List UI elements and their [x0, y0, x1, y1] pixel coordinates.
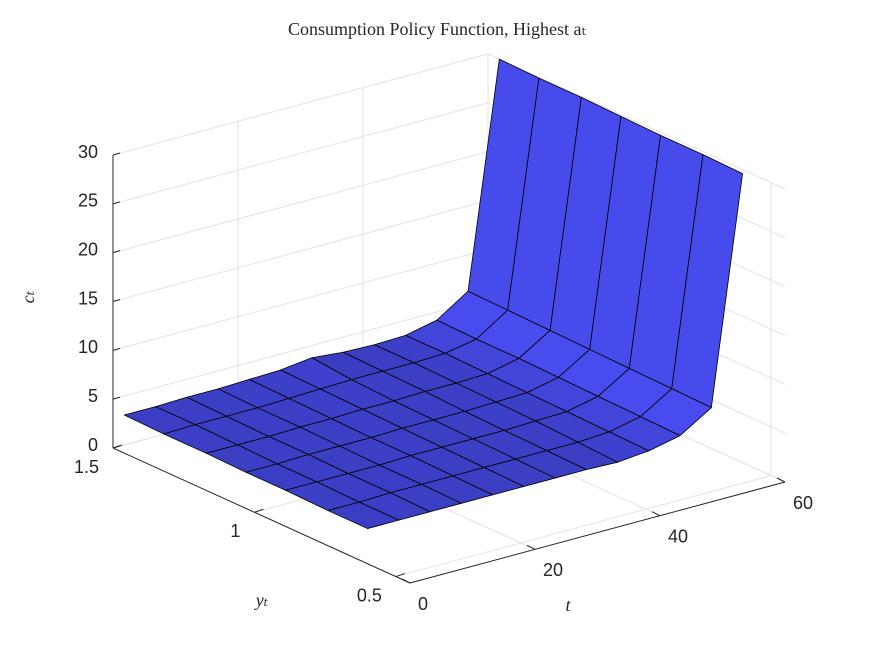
x-tick: [776, 477, 786, 483]
x-tick: [401, 578, 411, 584]
x-tick: [651, 511, 661, 517]
z-tick-label: 0: [88, 435, 98, 455]
x-tick-label: 60: [793, 493, 813, 513]
grid-line: [112, 151, 489, 254]
z-tick: [112, 201, 121, 205]
z-tick-label: 15: [78, 288, 98, 308]
grid-line: [112, 102, 489, 205]
z-tick-label: 25: [78, 191, 98, 211]
grid-line: [112, 297, 489, 400]
z-tick-label: 20: [78, 239, 98, 259]
grid-line: [112, 53, 489, 156]
y-tick-label: 0.5: [357, 585, 382, 605]
z-tick-label: 10: [78, 337, 98, 357]
grid-line: [487, 53, 786, 190]
surface-face: [327, 501, 400, 529]
chart-title: Consumption Policy Function, Highest aₜ: [288, 19, 587, 39]
z-tick: [112, 347, 121, 351]
y-tick: [112, 444, 123, 449]
z-tick-label: 30: [78, 142, 98, 162]
y-axis-line: [112, 447, 411, 584]
x-tick-label: 20: [543, 560, 563, 580]
y-tick-label: 1.5: [74, 457, 99, 477]
y-tick: [395, 573, 406, 578]
x-axis-label: t: [565, 595, 571, 615]
x-tick-label: 0: [418, 594, 428, 614]
z-axis-label: cₜ: [18, 290, 38, 303]
grid-line: [112, 200, 489, 302]
z-tick: [112, 299, 121, 302]
grid-line: [395, 475, 771, 578]
y-axis-label: yₜ: [254, 590, 269, 610]
x-axis-line: [409, 481, 786, 584]
x-tick: [526, 544, 536, 550]
z-tick: [112, 152, 121, 156]
y-tick-label: 1: [230, 521, 240, 541]
grid-line: [112, 248, 489, 351]
z-tick: [112, 396, 121, 400]
y-tick: [254, 508, 264, 513]
z-tick-label: 5: [88, 386, 98, 406]
x-tick-label: 40: [668, 526, 688, 546]
z-tick: [112, 250, 121, 254]
